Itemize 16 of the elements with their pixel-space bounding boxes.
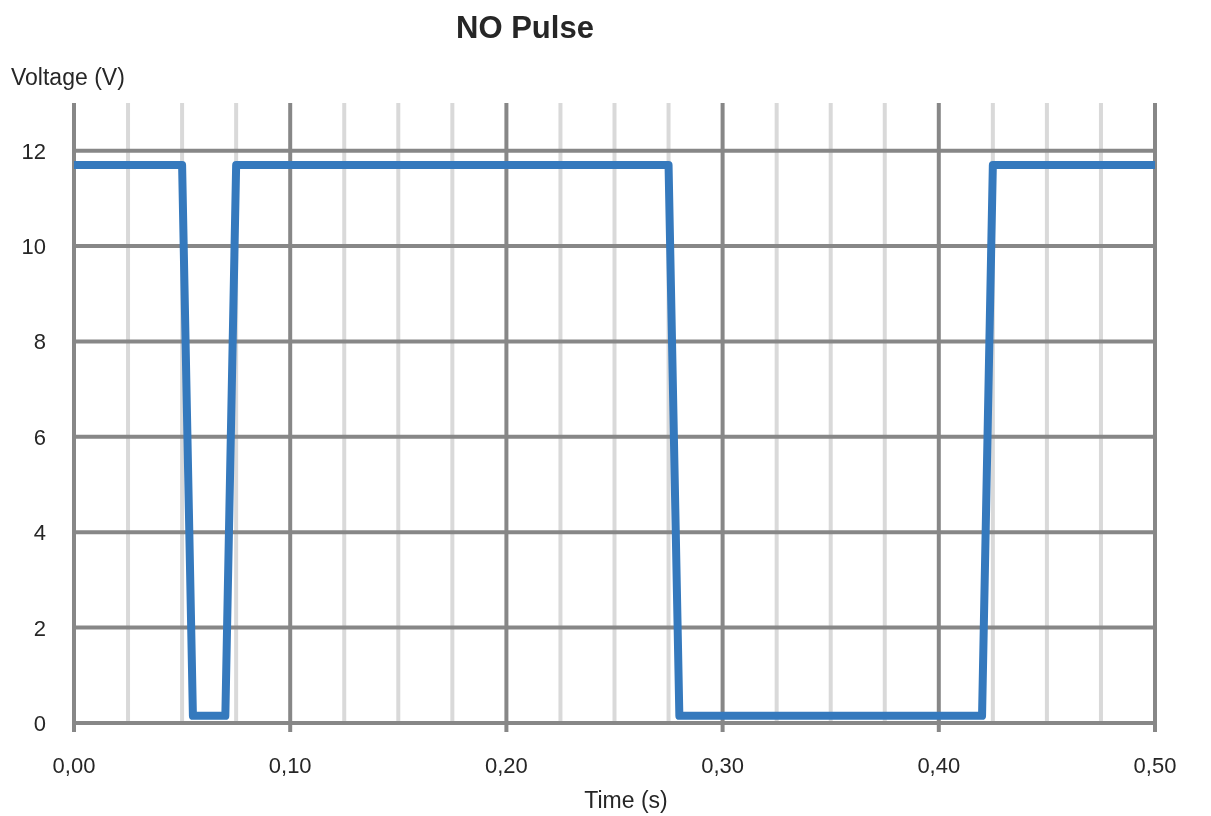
- y-tick-label: 10: [21, 234, 46, 260]
- x-tick-label: 0,20: [484, 753, 528, 778]
- chart-title: NO Pulse: [456, 10, 594, 45]
- x-tick-label: 0,30: [701, 753, 745, 778]
- y-tick-label: 12: [21, 138, 46, 164]
- y-axis-title: Voltage (V): [11, 64, 125, 90]
- y-tick-label: 6: [33, 424, 46, 450]
- x-tick-label: 0,50: [1133, 753, 1177, 778]
- y-tick-label: 0: [33, 711, 46, 736]
- x-tick-label: 0,00: [52, 753, 96, 778]
- x-tick-label: 0,40: [917, 753, 961, 778]
- y-tick-label: 8: [33, 329, 46, 355]
- x-tick-label: 0,10: [268, 753, 312, 778]
- y-tick-label: 2: [33, 615, 46, 641]
- y-tick-label: 4: [33, 520, 46, 546]
- x-axis-title: Time (s): [584, 787, 668, 813]
